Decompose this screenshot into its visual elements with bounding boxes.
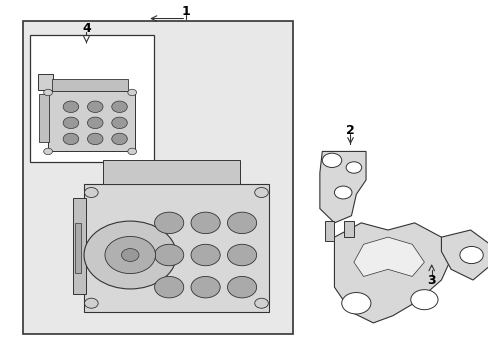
Polygon shape <box>319 152 366 223</box>
Circle shape <box>87 117 103 129</box>
Text: 3: 3 <box>427 274 435 287</box>
Circle shape <box>410 290 437 310</box>
Polygon shape <box>334 223 450 323</box>
Circle shape <box>254 298 268 308</box>
Bar <box>39 94 48 143</box>
Bar <box>75 223 81 273</box>
Bar <box>52 79 127 91</box>
Text: 4: 4 <box>82 22 91 35</box>
Circle shape <box>105 237 155 274</box>
Circle shape <box>112 101 127 112</box>
Circle shape <box>63 101 79 112</box>
Circle shape <box>87 133 103 145</box>
Polygon shape <box>441 230 488 280</box>
Circle shape <box>127 89 136 96</box>
Circle shape <box>154 276 183 298</box>
Circle shape <box>254 188 268 198</box>
Circle shape <box>191 276 220 298</box>
Circle shape <box>43 89 52 96</box>
Circle shape <box>63 133 79 145</box>
Circle shape <box>121 249 139 261</box>
Bar <box>103 160 239 184</box>
Bar <box>84 184 268 312</box>
Circle shape <box>341 293 370 314</box>
Circle shape <box>63 117 79 129</box>
Polygon shape <box>353 237 424 276</box>
Circle shape <box>127 148 136 155</box>
Circle shape <box>377 246 397 260</box>
Circle shape <box>43 148 52 155</box>
Circle shape <box>346 162 361 173</box>
Circle shape <box>334 186 351 199</box>
Bar <box>23 21 292 334</box>
Circle shape <box>84 188 98 198</box>
Circle shape <box>191 244 220 266</box>
Circle shape <box>112 133 127 145</box>
Circle shape <box>227 276 256 298</box>
Circle shape <box>84 298 98 308</box>
Text: 2: 2 <box>346 124 354 137</box>
Circle shape <box>227 244 256 266</box>
Bar <box>47 91 135 152</box>
Circle shape <box>154 212 183 234</box>
Bar <box>324 221 334 241</box>
Bar <box>73 198 85 294</box>
Circle shape <box>87 101 103 112</box>
Circle shape <box>112 117 127 129</box>
Circle shape <box>459 247 482 264</box>
Text: 1: 1 <box>182 5 190 18</box>
Bar <box>344 221 353 237</box>
Bar <box>38 74 53 90</box>
Circle shape <box>191 212 220 234</box>
Circle shape <box>227 212 256 234</box>
Bar <box>30 35 153 162</box>
Circle shape <box>84 221 176 289</box>
Circle shape <box>154 244 183 266</box>
Circle shape <box>322 153 341 167</box>
